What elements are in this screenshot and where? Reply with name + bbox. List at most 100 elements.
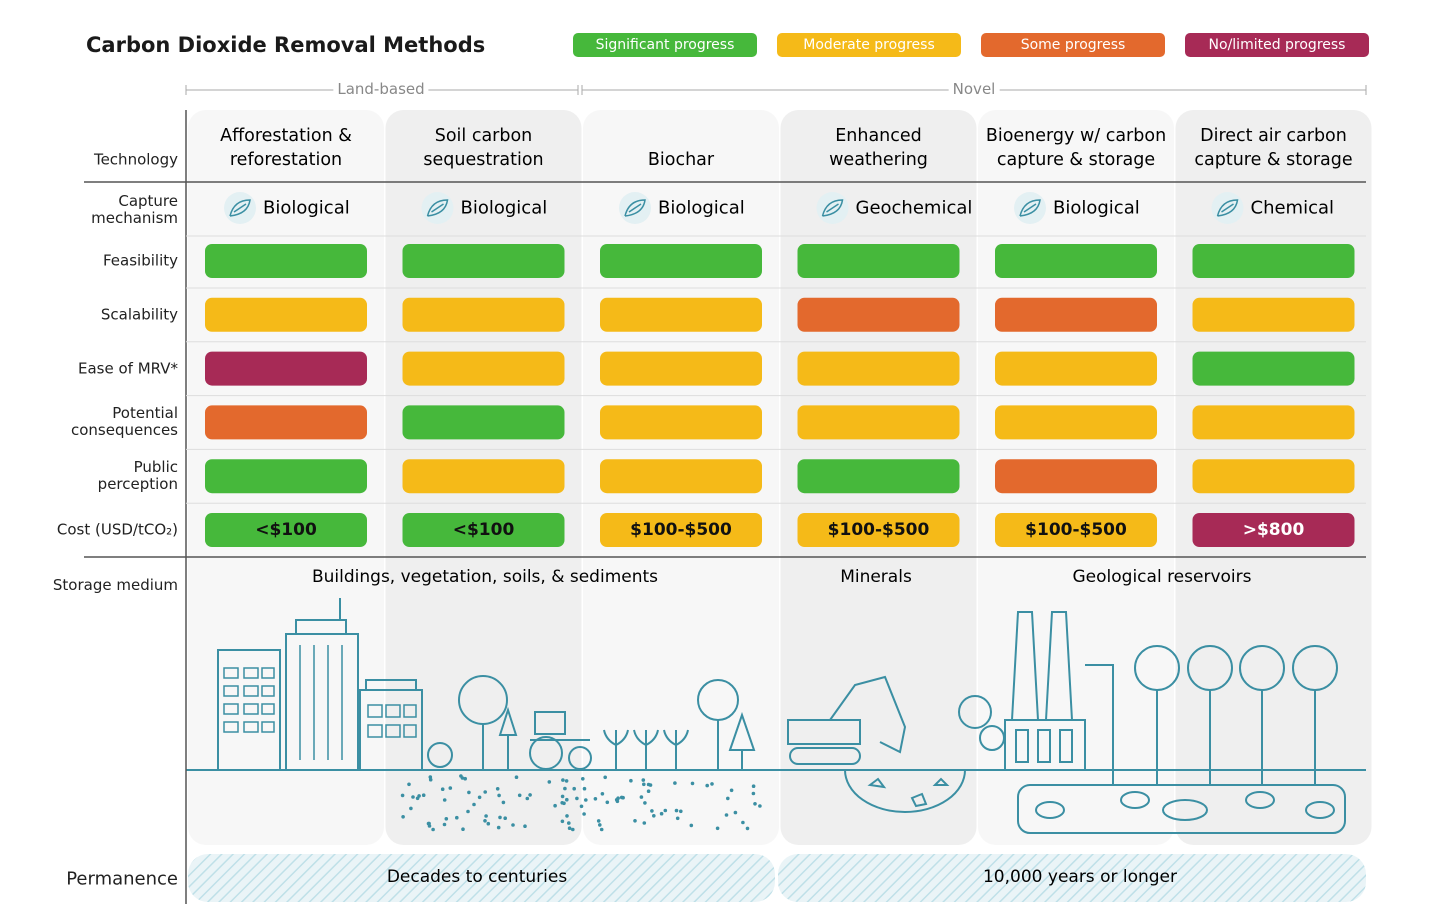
soil-dot [483, 819, 487, 823]
soil-dot [459, 774, 463, 778]
rating-cell [797, 405, 960, 440]
soil-dot [497, 793, 501, 798]
soil-dot [733, 810, 738, 815]
storage-text: Geological reservoirs [1072, 567, 1252, 587]
rating-cell [600, 405, 762, 440]
soil-dot [525, 796, 530, 801]
soil-dot [401, 815, 405, 819]
cost-label: <$100 [255, 520, 317, 540]
row-label: Ease of MRV* [77, 359, 178, 378]
row-label: Public perception [97, 458, 178, 494]
rating-cell [205, 297, 367, 332]
group-label: Land-based [333, 80, 429, 98]
soil-dot [633, 819, 637, 823]
cost-label: $100-$500 [827, 520, 930, 540]
soil-dot [442, 822, 447, 827]
rating-cell [205, 244, 367, 278]
cost-label: <$100 [452, 520, 515, 540]
soil-dot [642, 821, 647, 825]
soil-dot [674, 808, 679, 813]
rating-cell [797, 351, 960, 386]
row-label: Feasibility [103, 251, 178, 270]
soil-dot [409, 806, 413, 811]
soil-dot [567, 826, 572, 830]
cost-cell [205, 513, 367, 547]
permanence-band [778, 854, 1366, 902]
soil-dot [575, 796, 579, 801]
cost-cell [1192, 513, 1355, 547]
soil-dot [753, 802, 757, 806]
cost-label: >$800 [1242, 520, 1305, 540]
soil-dot [679, 809, 683, 814]
soil-dot [641, 778, 646, 782]
soil-dot [477, 795, 482, 800]
rules [84, 110, 1366, 904]
mechanism: Biological [263, 197, 350, 219]
soil-dot [448, 786, 453, 790]
rating-cell [600, 459, 762, 494]
soil-dot [442, 798, 447, 802]
soil-dot [646, 789, 651, 793]
soil-dot [472, 802, 476, 807]
soil-dot [571, 827, 575, 832]
soil-dot [726, 796, 730, 801]
mechanism-icon [1019, 199, 1041, 217]
rating-cell [402, 244, 565, 278]
legend-item: No/limited progress [1185, 33, 1369, 57]
soil-dot [511, 823, 515, 827]
cost-cell [600, 513, 762, 547]
row-label: Permanence [66, 868, 178, 890]
soil-dot [431, 827, 435, 832]
soil-dot [496, 825, 501, 830]
rating-cell [1192, 459, 1355, 494]
soil-dot [567, 821, 571, 825]
soil-dots [400, 774, 762, 832]
soil-dot [563, 786, 567, 791]
soil-dot [560, 819, 565, 824]
mechanism-icon [624, 199, 646, 217]
soil-dot [411, 795, 415, 799]
soil-dot [560, 794, 565, 799]
row-label: Potential consequences [70, 404, 178, 440]
mechanism: Biological [460, 197, 548, 219]
soil-dot [648, 783, 653, 787]
soil-dot [600, 792, 605, 796]
soil-dot [729, 788, 734, 793]
soil-dot [639, 795, 644, 799]
soil-dot [517, 793, 522, 798]
soil-dot [455, 815, 459, 820]
soil-dot [689, 823, 694, 828]
soil-dot [605, 800, 610, 805]
rating-cell [1192, 405, 1355, 440]
soil-dot [407, 782, 411, 787]
soil-dot [663, 808, 668, 813]
rating-cell [402, 405, 565, 440]
soil-dot [565, 814, 569, 818]
soil-dot [503, 816, 508, 820]
soil-dot [467, 790, 471, 795]
soil-dot [724, 813, 729, 817]
soil-dot [547, 780, 552, 784]
soil-dot [461, 827, 465, 831]
row-label: Cost (USD/tCO₂) [56, 520, 178, 539]
mechanism-icon [426, 199, 449, 217]
cost-cell [797, 513, 960, 547]
soil-dot [484, 814, 488, 818]
soil-dot [581, 777, 585, 781]
technology-header: Direct air carbon capture & storage [1194, 126, 1353, 170]
soil-dot [501, 800, 506, 805]
mechanism: Biological [658, 197, 745, 219]
rating-cell [995, 351, 1157, 386]
title: Carbon Dioxide Removal Methods [86, 33, 486, 57]
rating-cell [797, 297, 960, 332]
soil-dot [615, 799, 620, 804]
legend-item: Moderate progress [777, 33, 961, 57]
rating-cell [600, 244, 762, 278]
row-label: Storage medium [52, 576, 178, 594]
soil-dot [652, 814, 656, 818]
soil-dot [659, 811, 664, 816]
soil-dot [675, 816, 680, 821]
soil-dot [593, 797, 598, 801]
